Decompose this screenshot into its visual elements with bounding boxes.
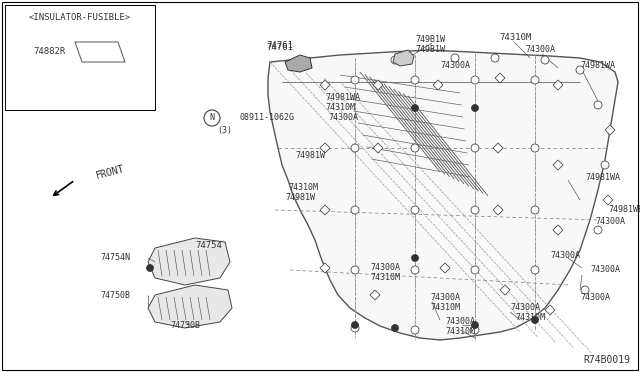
Polygon shape	[320, 143, 330, 153]
Polygon shape	[148, 285, 232, 328]
Text: 74981WA: 74981WA	[325, 93, 360, 103]
Text: 74310M: 74310M	[515, 314, 545, 323]
Circle shape	[451, 54, 459, 62]
Circle shape	[147, 264, 154, 272]
Polygon shape	[75, 42, 125, 62]
Text: R74B0019: R74B0019	[583, 355, 630, 365]
Circle shape	[351, 266, 359, 274]
Text: 74300A: 74300A	[525, 45, 555, 55]
Text: 74981WA: 74981WA	[585, 173, 620, 183]
Circle shape	[411, 206, 419, 214]
Circle shape	[351, 76, 359, 84]
Text: 74310M: 74310M	[445, 327, 475, 337]
Circle shape	[471, 266, 479, 274]
Circle shape	[204, 110, 220, 126]
Polygon shape	[393, 50, 414, 66]
Circle shape	[531, 317, 538, 324]
Text: N: N	[209, 113, 214, 122]
Text: 74300A: 74300A	[550, 250, 580, 260]
Circle shape	[411, 266, 419, 274]
Polygon shape	[5, 5, 155, 110]
Polygon shape	[553, 160, 563, 170]
Circle shape	[411, 76, 419, 84]
Text: 74300A: 74300A	[510, 304, 540, 312]
Text: FRONT: FRONT	[95, 163, 126, 181]
Polygon shape	[605, 125, 615, 135]
Polygon shape	[493, 205, 503, 215]
Polygon shape	[285, 55, 312, 72]
Circle shape	[491, 54, 499, 62]
Polygon shape	[603, 195, 613, 205]
Text: 08911-1062G: 08911-1062G	[240, 113, 295, 122]
Polygon shape	[493, 143, 503, 153]
Polygon shape	[373, 143, 383, 153]
Text: 74300A: 74300A	[370, 263, 400, 273]
Text: 74300A: 74300A	[445, 317, 475, 327]
Text: 74750B: 74750B	[100, 291, 130, 299]
Text: 74310M: 74310M	[288, 183, 318, 192]
Circle shape	[531, 266, 539, 274]
Circle shape	[471, 76, 479, 84]
Polygon shape	[495, 73, 505, 83]
Text: 74300A: 74300A	[580, 294, 610, 302]
Text: 74300A: 74300A	[430, 294, 460, 302]
Text: 74730B: 74730B	[170, 321, 200, 330]
Circle shape	[392, 324, 399, 331]
Polygon shape	[440, 263, 450, 273]
Circle shape	[411, 326, 419, 334]
Circle shape	[531, 76, 539, 84]
Circle shape	[471, 144, 479, 152]
Text: 74310M: 74310M	[430, 304, 460, 312]
Text: 74754N: 74754N	[100, 253, 130, 263]
Circle shape	[471, 206, 479, 214]
Text: 74310M: 74310M	[325, 103, 355, 112]
Circle shape	[411, 144, 419, 152]
Text: 74981W: 74981W	[285, 193, 315, 202]
Text: 74300A: 74300A	[595, 218, 625, 227]
Text: 74310M: 74310M	[370, 273, 400, 282]
Circle shape	[471, 326, 479, 334]
Circle shape	[351, 206, 359, 214]
Circle shape	[581, 286, 589, 294]
Text: 74300A: 74300A	[440, 61, 470, 70]
Text: 74310M: 74310M	[499, 33, 531, 42]
Polygon shape	[500, 285, 510, 295]
Polygon shape	[370, 290, 380, 300]
Polygon shape	[545, 305, 555, 315]
Circle shape	[351, 144, 359, 152]
Circle shape	[412, 105, 419, 112]
Circle shape	[391, 56, 399, 64]
Text: 74981W: 74981W	[295, 151, 325, 160]
Text: (3): (3)	[218, 125, 232, 135]
Circle shape	[472, 321, 479, 328]
Text: 74300A: 74300A	[328, 113, 358, 122]
Text: 74300A: 74300A	[590, 266, 620, 275]
Circle shape	[351, 324, 359, 332]
Circle shape	[541, 56, 549, 64]
Text: 749B1W: 749B1W	[415, 45, 445, 55]
Circle shape	[594, 101, 602, 109]
Polygon shape	[320, 205, 330, 215]
Text: 749B1W: 749B1W	[415, 35, 445, 45]
Polygon shape	[433, 80, 443, 90]
Polygon shape	[553, 80, 563, 90]
Polygon shape	[268, 50, 618, 340]
Text: 74754: 74754	[195, 241, 222, 250]
Polygon shape	[320, 80, 330, 90]
Circle shape	[601, 161, 609, 169]
Text: 74761: 74761	[267, 42, 293, 51]
Circle shape	[576, 66, 584, 74]
Circle shape	[472, 105, 479, 112]
Text: 74761: 74761	[267, 44, 293, 52]
Polygon shape	[320, 263, 330, 273]
Circle shape	[531, 206, 539, 214]
Text: 74981WB: 74981WB	[608, 205, 640, 215]
Circle shape	[531, 144, 539, 152]
Circle shape	[594, 226, 602, 234]
Polygon shape	[373, 80, 383, 90]
Polygon shape	[148, 238, 230, 285]
Text: 74981WA: 74981WA	[580, 61, 615, 71]
Circle shape	[351, 321, 358, 328]
Polygon shape	[553, 225, 563, 235]
